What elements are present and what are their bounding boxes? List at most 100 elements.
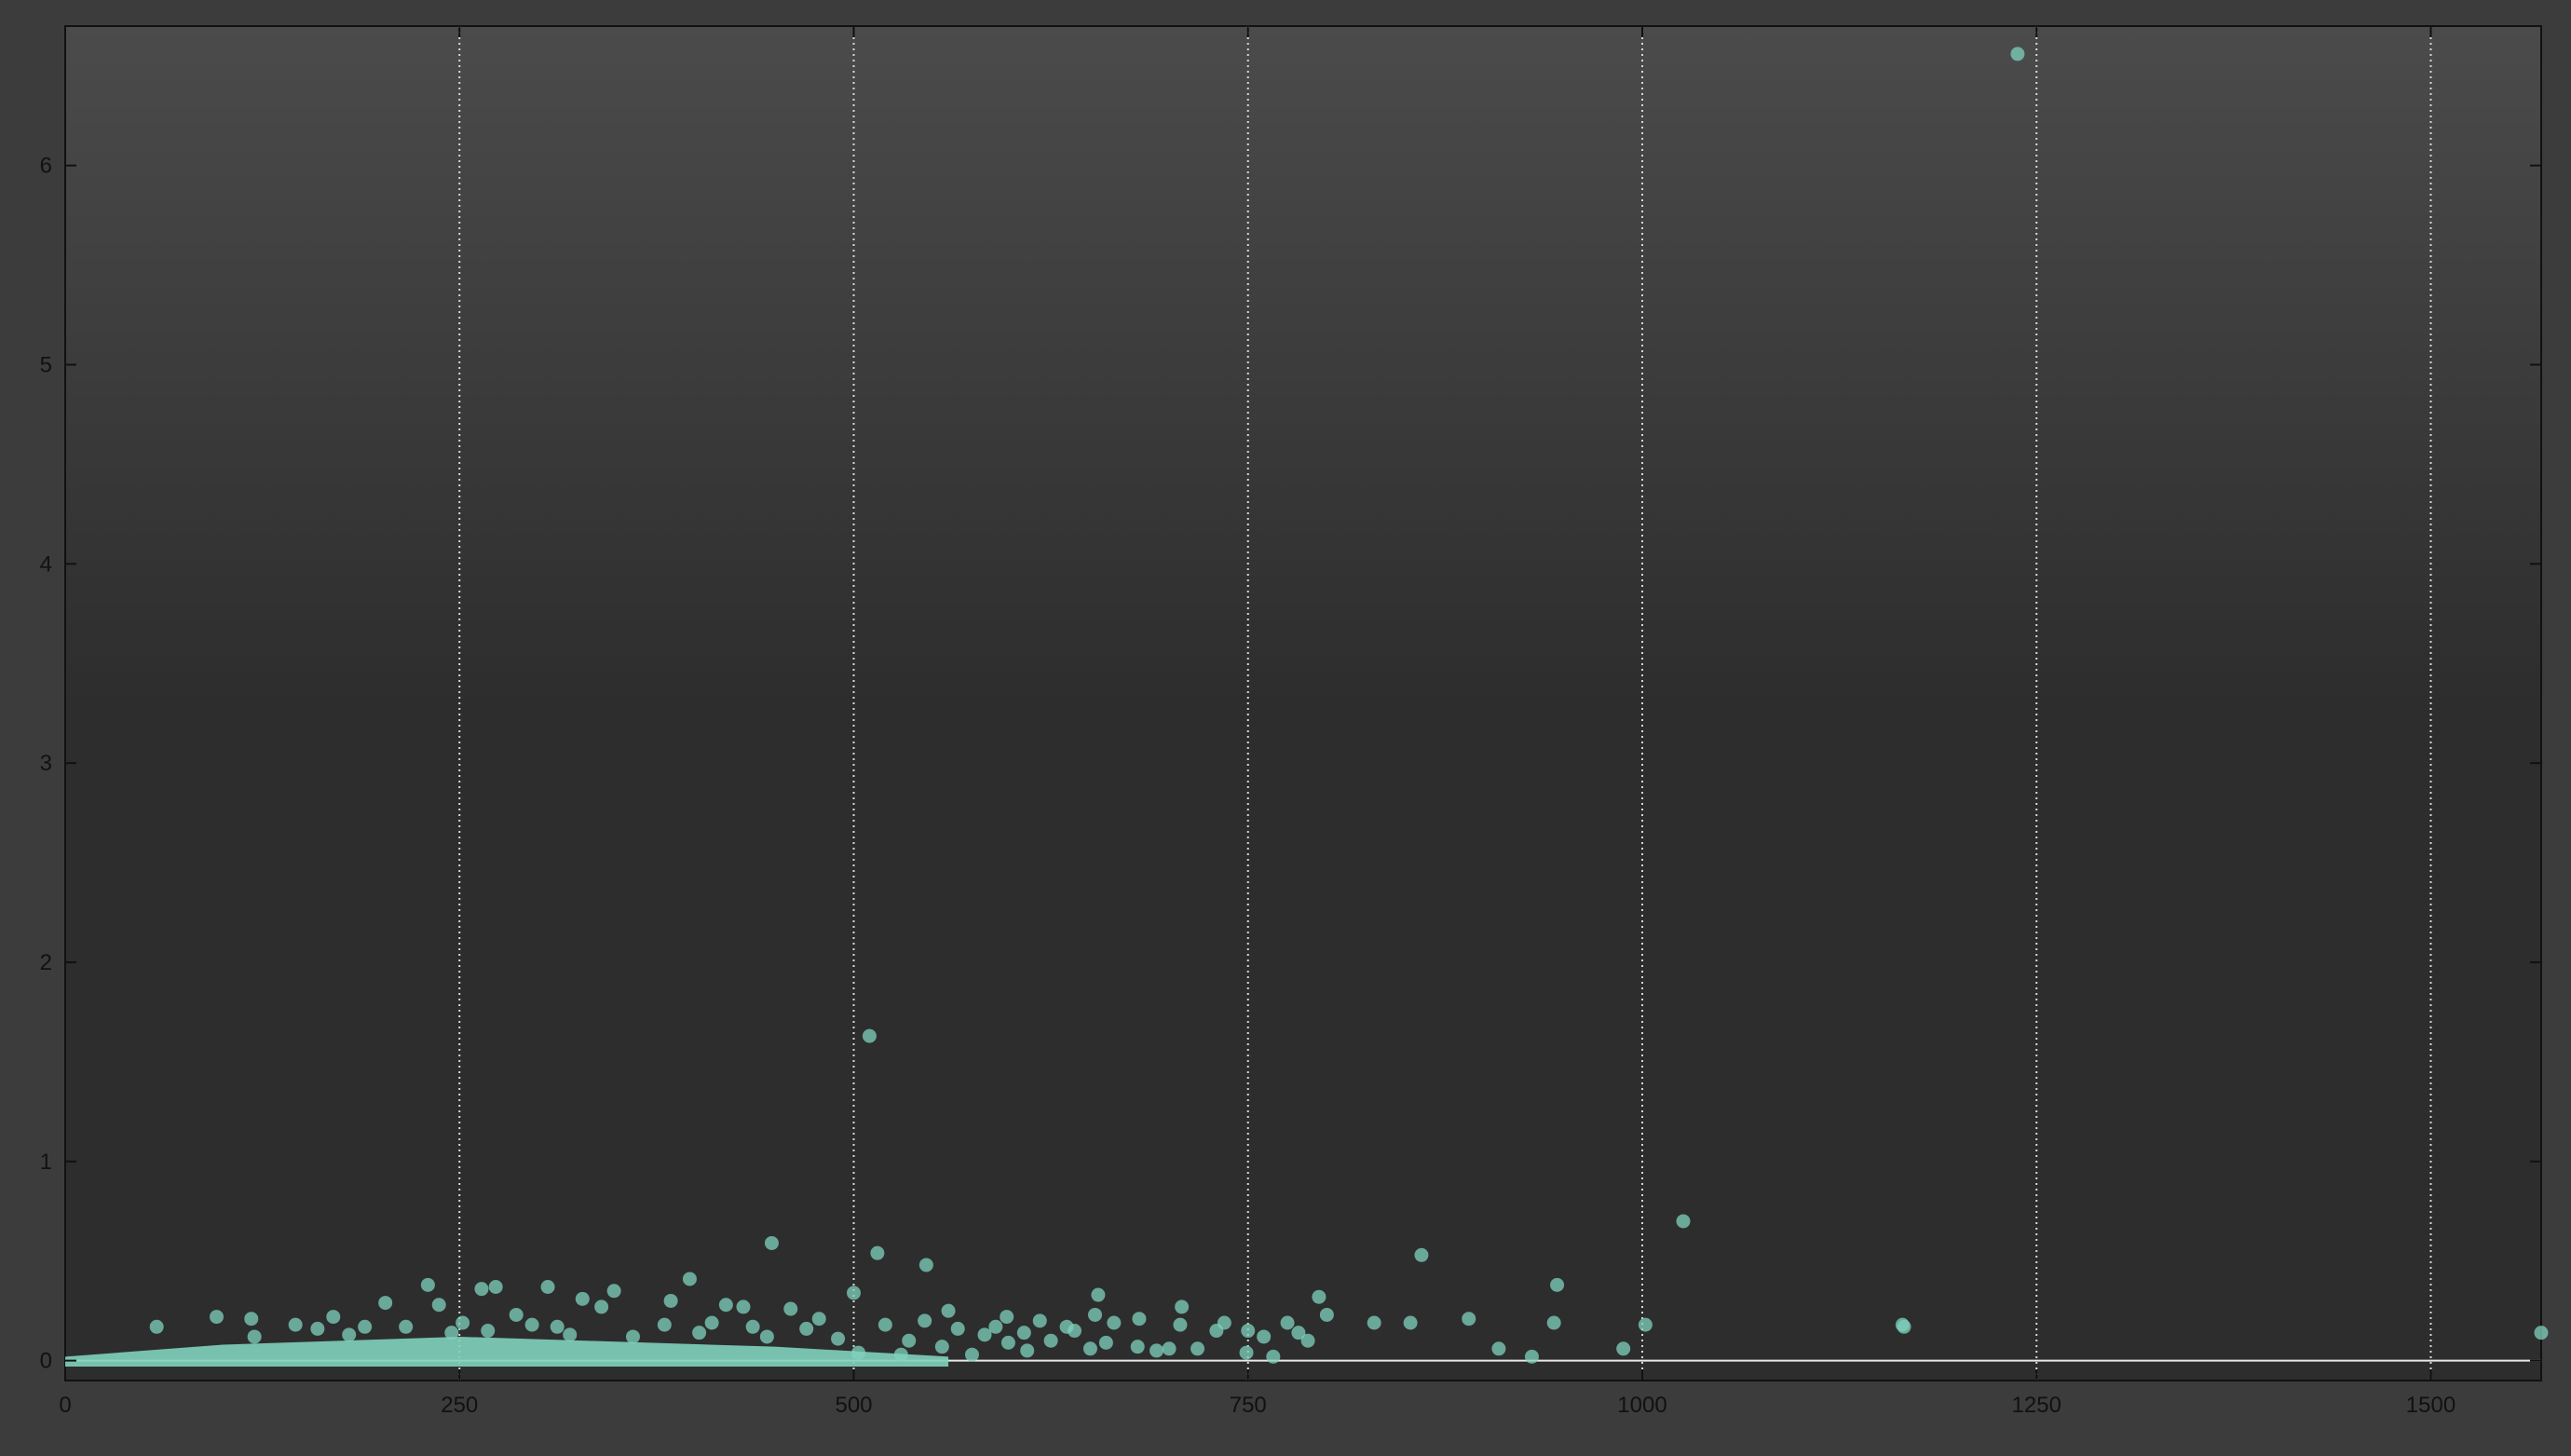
data-point (575, 1291, 590, 1306)
data-point (1312, 1289, 1326, 1304)
data-point (964, 1347, 979, 1362)
data-point (149, 1319, 164, 1334)
data-point (877, 1317, 892, 1332)
y-tick-label-2: 2 (40, 950, 52, 975)
data-point (358, 1319, 373, 1334)
data-point (1132, 1312, 1147, 1327)
data-point (1403, 1315, 1418, 1330)
data-point (1897, 1319, 1911, 1334)
data-point (1091, 1287, 1106, 1302)
data-point (244, 1312, 259, 1327)
data-point (783, 1301, 798, 1316)
data-point (594, 1300, 609, 1314)
x-tick-label-1000: 1000 (1617, 1393, 1666, 1418)
data-point (1491, 1341, 1506, 1356)
data-point (1130, 1340, 1145, 1354)
data-point (2534, 1326, 2549, 1340)
data-point (1546, 1315, 1561, 1330)
data-point (1550, 1277, 1565, 1292)
x-tick-label-0: 0 (59, 1393, 71, 1418)
y-tick-label-3: 3 (40, 751, 52, 776)
data-point (1209, 1324, 1224, 1339)
data-point (663, 1293, 678, 1308)
data-point (540, 1280, 555, 1295)
data-point (918, 1313, 932, 1328)
data-point (1266, 1349, 1281, 1364)
data-point (210, 1310, 224, 1325)
plot-area (64, 25, 2542, 1381)
data-point (736, 1300, 751, 1314)
data-point (1088, 1307, 1103, 1322)
data-point (1300, 1333, 1315, 1348)
data-point (444, 1326, 459, 1340)
data-point (657, 1317, 672, 1332)
data-point (1190, 1341, 1205, 1356)
data-point (704, 1315, 719, 1330)
data-point (1291, 1326, 1306, 1340)
data-point (606, 1284, 621, 1299)
data-point (524, 1317, 539, 1332)
data-point (1043, 1333, 1058, 1348)
data-point (718, 1298, 733, 1313)
dense-point-band (65, 1336, 949, 1368)
x-tick-label-1250: 1250 (2012, 1393, 2061, 1418)
data-point (682, 1272, 697, 1286)
data-point (1149, 1343, 1164, 1358)
data-point (1175, 1300, 1190, 1314)
data-point (1000, 1310, 1014, 1325)
data-point (1016, 1326, 1031, 1340)
data-point (481, 1324, 496, 1339)
data-point (902, 1333, 917, 1348)
data-point (977, 1327, 992, 1342)
data-point (950, 1321, 965, 1336)
data-point (941, 1303, 956, 1318)
data-point (1082, 1341, 1097, 1356)
data-point (550, 1319, 565, 1334)
data-point (1173, 1317, 1188, 1332)
y-tick-label-6: 6 (40, 154, 52, 179)
data-point (1414, 1247, 1429, 1262)
data-point (1239, 1345, 1254, 1360)
data-point (1107, 1315, 1122, 1330)
data-point (934, 1340, 949, 1354)
data-point (692, 1326, 707, 1340)
data-point (563, 1327, 578, 1342)
data-point (378, 1296, 393, 1311)
data-point (846, 1286, 861, 1300)
x-tick-label-500: 500 (835, 1393, 872, 1418)
data-point (799, 1321, 814, 1336)
data-point (1462, 1312, 1476, 1327)
data-point (420, 1277, 435, 1292)
data-point (1280, 1315, 1295, 1330)
y-tick-label-1: 1 (40, 1150, 52, 1175)
data-point (870, 1245, 885, 1260)
data-point (1524, 1349, 1539, 1364)
data-point (431, 1298, 446, 1313)
data-point (342, 1327, 357, 1342)
data-point (988, 1319, 1003, 1334)
x-tick-label-1500: 1500 (2406, 1393, 2455, 1418)
data-point (1020, 1343, 1035, 1358)
data-point (1098, 1335, 1113, 1350)
data-point (759, 1329, 774, 1344)
data-point (625, 1329, 640, 1344)
data-point (326, 1310, 341, 1325)
y-tick-label-5: 5 (40, 353, 52, 378)
data-point (1000, 1335, 1015, 1350)
data-point (1059, 1319, 1074, 1334)
data-point (1616, 1341, 1631, 1356)
data-point (1241, 1324, 1256, 1339)
data-points (65, 47, 2549, 1368)
data-point (399, 1319, 414, 1334)
data-point (1638, 1317, 1653, 1332)
data-point (247, 1329, 262, 1344)
data-point (288, 1317, 303, 1332)
y-tick-label-4: 4 (40, 551, 52, 577)
data-point (474, 1282, 489, 1297)
axes: 0 250 500 750 1000 1250 1500 0 1 2 3 4 5 6 (40, 26, 2541, 1418)
data-point (509, 1307, 524, 1322)
x-tick-label-750: 750 (1230, 1393, 1267, 1418)
data-point (1676, 1214, 1691, 1229)
